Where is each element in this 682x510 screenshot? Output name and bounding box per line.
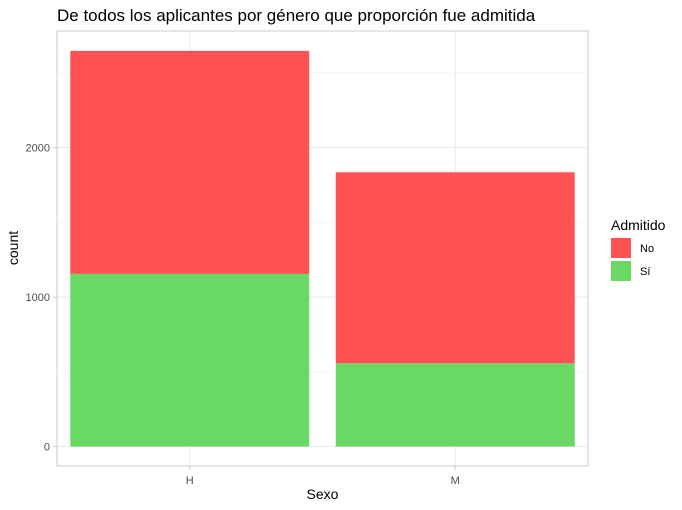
legend: Admitido No Sí xyxy=(611,217,666,281)
legend-key-si xyxy=(611,261,631,281)
bar-m-si xyxy=(335,363,575,447)
bars xyxy=(70,50,575,447)
legend-label-no: No xyxy=(640,243,654,255)
axis-ticks: 0 1000 2000 H M xyxy=(26,143,460,487)
x-tick-label: M xyxy=(451,475,460,487)
legend-title: Admitido xyxy=(611,217,666,233)
y-tick-label: 1000 xyxy=(26,292,50,304)
bar-m-no xyxy=(335,172,575,364)
legend-key-no xyxy=(611,238,631,258)
bar-h-no xyxy=(70,50,310,274)
y-tick-label: 2000 xyxy=(26,143,50,155)
y-tick-label: 0 xyxy=(44,442,50,454)
panel-border xyxy=(56,30,589,467)
x-tick-label: H xyxy=(186,475,194,487)
y-axis-title: count xyxy=(5,231,21,265)
bar-h-si xyxy=(70,273,310,447)
chart-title: De todos los aplicantes por género que p… xyxy=(57,6,536,25)
legend-label-si: Sí xyxy=(640,266,650,278)
x-axis-title: Sexo xyxy=(307,486,339,502)
